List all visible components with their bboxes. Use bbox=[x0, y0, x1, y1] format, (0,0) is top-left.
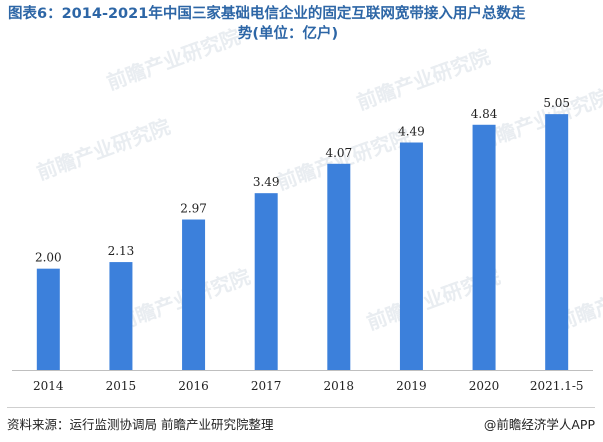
x-tick-label-2021.1-5: 2021.1-5 bbox=[530, 379, 584, 393]
data-label-2017: 3.49 bbox=[253, 175, 280, 189]
data-label-2018: 4.07 bbox=[325, 146, 352, 160]
data-label-2015: 2.13 bbox=[108, 244, 135, 258]
data-label-2014: 2.00 bbox=[35, 251, 62, 265]
chart-title-line1: 图表6：2014-2021年中国三家基础电信企业的固定互联网宽带接入用户总数走 bbox=[8, 6, 526, 22]
bar-2020 bbox=[472, 124, 496, 370]
bar-2017 bbox=[254, 193, 278, 370]
footer-divider bbox=[7, 407, 595, 408]
x-tick-label-2018: 2018 bbox=[324, 379, 355, 393]
chart-title-line2: 势(单位：亿户) bbox=[237, 26, 339, 42]
data-label-2019: 4.49 bbox=[398, 125, 425, 139]
bar-2021.1-5 bbox=[545, 114, 569, 370]
data-label-2020: 4.84 bbox=[471, 107, 498, 121]
source-note: 资料来源：运行监测协调局 前瞻产业研究院整理 bbox=[7, 417, 274, 432]
x-tick-label-2020: 2020 bbox=[469, 379, 500, 393]
chart-title: 图表6：2014-2021年中国三家基础电信企业的固定互联网宽带接入用户总数走 … bbox=[8, 4, 598, 44]
bar-2016 bbox=[182, 219, 206, 370]
watermark-text: 前瞻产业研究院 bbox=[104, 24, 244, 94]
x-tick-label-2019: 2019 bbox=[396, 379, 427, 393]
watermark-text: 前瞻产业研究院 bbox=[34, 114, 174, 184]
bar-2018 bbox=[327, 163, 351, 370]
data-label-2021.1-5: 5.05 bbox=[543, 96, 570, 110]
bar-2015 bbox=[109, 262, 133, 370]
x-tick-label-2016: 2016 bbox=[178, 379, 209, 393]
x-tick-label-2017: 2017 bbox=[251, 379, 282, 393]
data-label-2016: 2.97 bbox=[180, 202, 207, 216]
x-tick-label-2014: 2014 bbox=[33, 379, 64, 393]
x-tick-label-2015: 2015 bbox=[106, 379, 137, 393]
bar-2014 bbox=[36, 268, 60, 370]
watermark-text: 前瞻产业研究院 bbox=[354, 44, 494, 114]
brand-credit: @前瞻经济学人APP bbox=[483, 417, 595, 432]
bar-2019 bbox=[399, 142, 423, 370]
